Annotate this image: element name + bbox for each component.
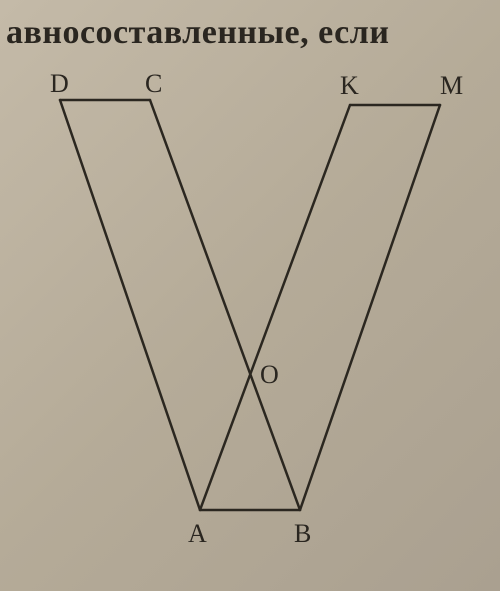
point-label-A: A [188, 519, 207, 549]
figure-edges [60, 100, 440, 510]
edge-A-K [200, 105, 350, 510]
point-label-O: O [260, 360, 279, 390]
caption-text: авносоставленные, если [0, 14, 500, 52]
geometry-figure: D C K M A B O [20, 60, 480, 580]
point-label-B: B [294, 519, 311, 549]
point-label-D: D [50, 69, 69, 99]
point-label-C: C [145, 69, 162, 99]
edge-D-A [60, 100, 200, 510]
point-label-K: K [340, 71, 359, 101]
edge-C-B [150, 100, 300, 510]
edge-B-M [300, 105, 440, 510]
point-label-M: M [440, 71, 463, 101]
figure-svg [20, 60, 480, 580]
